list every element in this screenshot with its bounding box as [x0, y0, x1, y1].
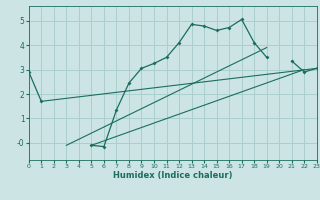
X-axis label: Humidex (Indice chaleur): Humidex (Indice chaleur)	[113, 171, 233, 180]
